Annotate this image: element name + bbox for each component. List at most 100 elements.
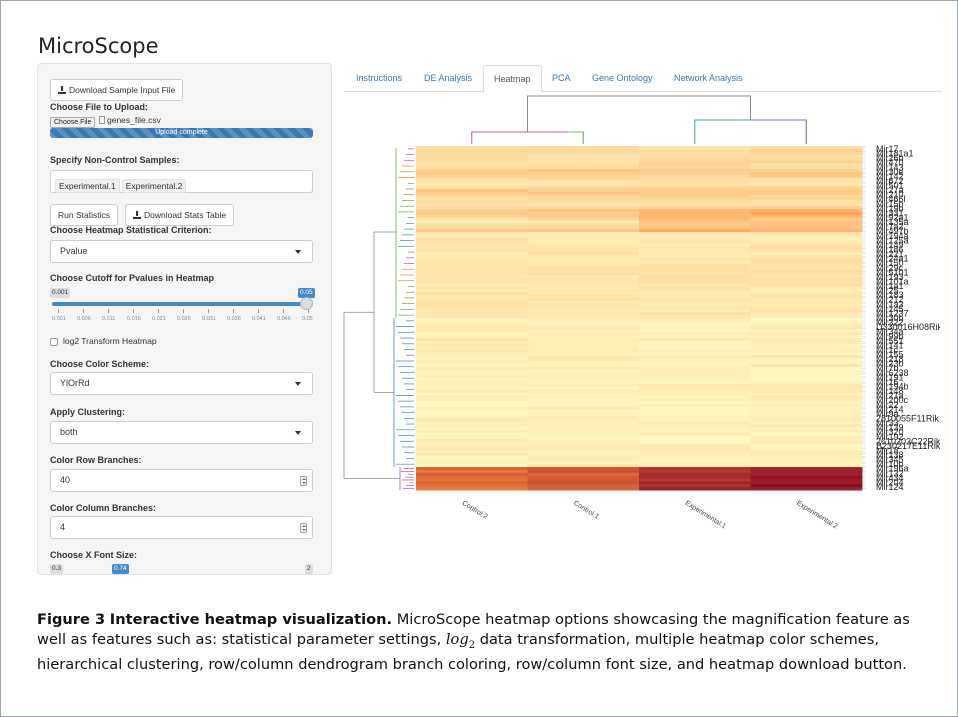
sample-tag[interactable]: Experimental.1 — [55, 179, 120, 193]
heatmap-cell — [639, 467, 751, 471]
slider-tick — [158, 309, 159, 313]
slider-tick-label: 0.006 — [77, 316, 91, 322]
color-scheme-value: YlOrRd — [60, 378, 90, 388]
heatmap-cell — [750, 277, 863, 282]
noncontrol-samples-input[interactable]: Experimental.1 Experimental.2 — [50, 170, 313, 193]
heatmap-cell — [416, 455, 528, 459]
heatmap-plot[interactable]: Mir17Mir181a1Mir26bMir470Mir143Mir30eMir… — [340, 92, 940, 567]
heatmap-cell — [527, 447, 640, 451]
slider-tick-label: 0.046 — [277, 316, 291, 322]
heatmap-cell — [527, 249, 640, 253]
heatmap-cell — [527, 206, 640, 210]
heatmap-cell — [527, 349, 640, 353]
heatmap-cell — [416, 406, 528, 411]
slider-tick — [183, 309, 184, 313]
heatmap-cell — [527, 211, 640, 216]
heatmap-cell — [750, 392, 863, 396]
column-label: Control.2 — [461, 500, 489, 521]
slider-tick-label: 0.021 — [152, 316, 166, 322]
download-sample-button[interactable]: Download Sample Input File — [50, 79, 184, 101]
heatmap-cell — [639, 209, 751, 213]
heatmap-cell — [527, 335, 640, 339]
heatmap-cell — [527, 404, 640, 408]
tab-gene-ontology[interactable]: Gene Ontology — [592, 73, 653, 83]
heatmap-cell — [416, 478, 528, 482]
heatmap-cell — [416, 252, 528, 256]
tab-network-analysis[interactable]: Network Analysis — [674, 73, 743, 83]
row-label: 2810055F11Rik — [876, 413, 939, 423]
heatmap-cell — [750, 452, 863, 457]
heatmap-cell — [750, 444, 863, 448]
heatmap-cell — [750, 355, 863, 359]
heatmap-cell — [750, 194, 863, 199]
xfont-min-label: 0.3 — [50, 564, 64, 574]
cutoff-slider-handle[interactable] — [300, 297, 313, 310]
heatmap-cell — [416, 340, 528, 345]
heatmap-cell — [639, 300, 751, 305]
heatmap-cell — [750, 306, 863, 310]
row-label: Mir1237 — [876, 308, 909, 318]
heatmap-cell — [416, 166, 528, 170]
tab-heatmap[interactable]: Heatmap — [483, 65, 542, 93]
heatmap-cell — [416, 266, 528, 270]
heatmap-cell — [527, 346, 640, 351]
cutoff-slider-track[interactable] — [52, 302, 308, 306]
run-statistics-button[interactable]: Run Statistics — [50, 204, 118, 226]
heatmap-cell — [750, 157, 863, 161]
download-stats-button[interactable]: Download Stats Table — [125, 204, 235, 226]
log2-checkbox[interactable] — [50, 338, 58, 346]
row-label: Mir101a — [876, 276, 909, 286]
heatmap-cell — [527, 418, 640, 422]
heatmap-cell — [416, 452, 528, 457]
log2-label: log2 Transform Heatmap — [63, 336, 157, 346]
col-branches-input[interactable]: 4 — [50, 516, 313, 539]
row-branches-input[interactable]: 40 — [50, 469, 313, 492]
heatmap-cell — [416, 318, 528, 322]
heatmap-cell — [527, 415, 640, 419]
col-branches-value: 4 — [60, 522, 66, 532]
heatmap-cell — [639, 335, 751, 339]
heatmap-cell — [527, 214, 640, 219]
heatmap-cell — [416, 369, 528, 373]
row-label: Mir186 — [876, 244, 904, 254]
column-dendrogram-root — [527, 95, 751, 132]
heatmap-cell — [416, 226, 528, 230]
heatmap-cell — [750, 441, 863, 445]
heatmap-cell — [527, 272, 640, 276]
choose-file-button[interactable]: Choose File — [50, 117, 96, 128]
heatmap-cell — [750, 372, 863, 376]
heatmap-cell — [750, 266, 863, 270]
heatmap-cell — [416, 163, 528, 167]
heatmap-cell — [527, 243, 640, 247]
heatmap-cell — [750, 280, 863, 285]
heatmap-cell — [750, 398, 863, 402]
file-icon — [99, 116, 105, 124]
criterion-select[interactable]: Pvalue — [50, 240, 313, 263]
row-label: Mir212 — [876, 295, 904, 305]
tab-de-analysis[interactable]: DE Analysis — [424, 73, 473, 83]
heatmap-cell — [639, 426, 751, 431]
heatmap-cell — [750, 475, 863, 480]
heatmap-cell — [527, 378, 640, 382]
heatmap-cell — [750, 249, 863, 253]
row-label: Mir124 — [876, 482, 904, 492]
spinner-icon[interactable] — [300, 523, 307, 533]
color-scheme-select[interactable]: YlOrRd — [50, 372, 313, 395]
heatmap-cell — [750, 447, 863, 451]
clustering-select[interactable]: both — [50, 421, 313, 444]
upload-status: Upload complete — [155, 129, 208, 136]
tab-pca[interactable]: PCA — [552, 73, 571, 83]
heatmap-cell — [527, 197, 640, 201]
sample-tag[interactable]: Experimental.2 — [121, 179, 187, 193]
heatmap-cell — [639, 160, 751, 164]
heatmap-cell — [750, 174, 863, 179]
tab-instructions[interactable]: Instructions — [356, 73, 403, 83]
heatmap-cell — [416, 303, 528, 308]
heatmap-cell — [750, 421, 863, 425]
spinner-icon[interactable] — [300, 476, 307, 486]
heatmap-cell — [527, 203, 640, 207]
heatmap-cell — [750, 429, 863, 434]
heatmap-cell — [639, 464, 751, 468]
heatmap-cell — [527, 389, 640, 394]
clustering-value: both — [60, 427, 78, 437]
